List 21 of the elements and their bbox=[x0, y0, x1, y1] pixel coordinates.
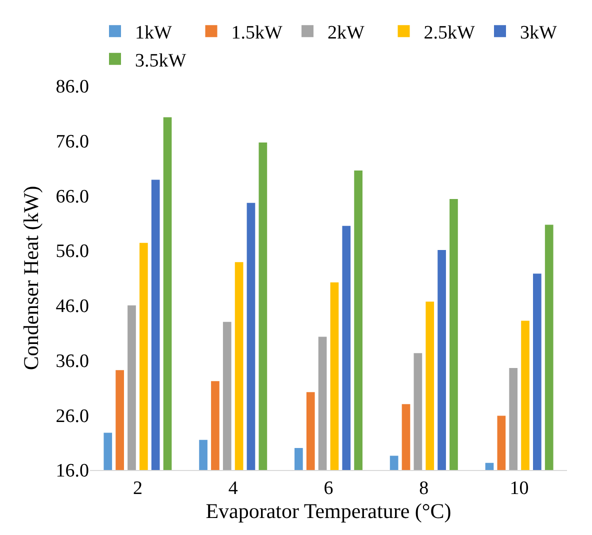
legend-label: 1.5kW bbox=[231, 22, 282, 44]
x-tick-label: 2 bbox=[132, 478, 142, 499]
legend-label: 2.5kW bbox=[424, 22, 475, 44]
y-tick-label: 36.0 bbox=[56, 350, 89, 372]
y-tick-label: 26.0 bbox=[56, 406, 89, 427]
y-tick-label: 86.0 bbox=[56, 76, 89, 98]
y-tick-label: 16.0 bbox=[56, 460, 89, 482]
y-tick-label: 66.0 bbox=[56, 186, 89, 208]
legend-label: 1kW bbox=[135, 22, 172, 44]
legend-label: 3kW bbox=[520, 22, 557, 44]
y-tick-label: 56.0 bbox=[56, 241, 89, 262]
legend-label: 2kW bbox=[328, 22, 364, 44]
x-tick-label: 4 bbox=[228, 478, 238, 499]
x-tick-label: 8 bbox=[419, 478, 429, 499]
x-tick-label: 10 bbox=[510, 478, 529, 499]
y-axis-title: Condenser Heat (kW) bbox=[19, 186, 43, 370]
legend-label: 3.5kW bbox=[135, 50, 186, 72]
x-tick-label: 6 bbox=[324, 478, 334, 499]
y-tick-label: 76.0 bbox=[56, 132, 89, 153]
x-axis-title: Evaporator Temperature (°C) bbox=[206, 499, 452, 523]
y-tick-label: 46.0 bbox=[56, 296, 89, 318]
